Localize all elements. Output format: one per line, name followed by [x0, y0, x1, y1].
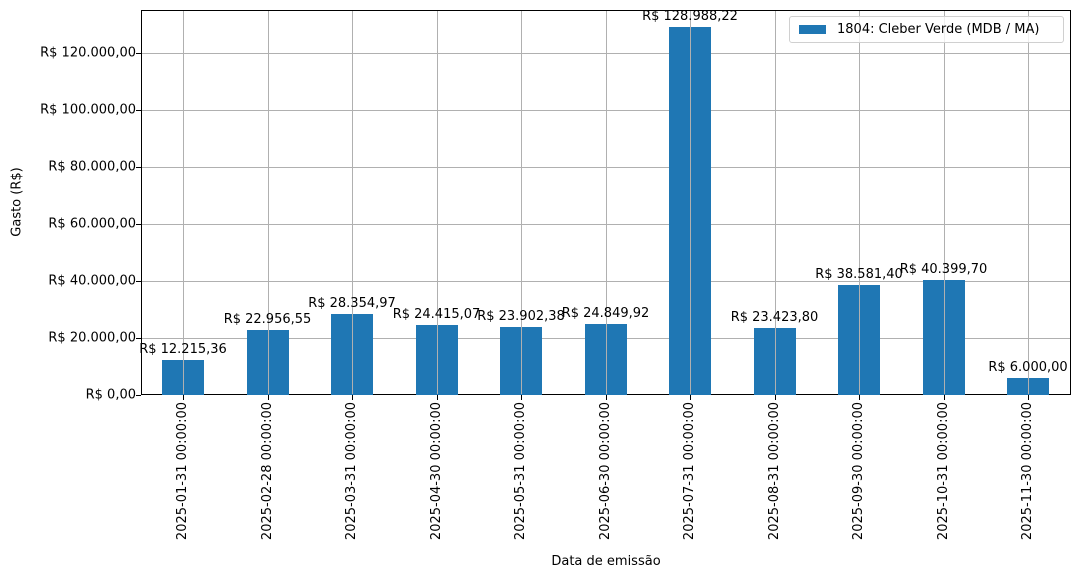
y-tick-label: R$ 120.000,00 — [40, 45, 136, 61]
y-tick-label: R$ 100.000,00 — [40, 102, 136, 118]
legend-label: 1804: Cleber Verde (MDB / MA) — [837, 22, 1040, 37]
bar-value-label: R$ 6.000,00 — [988, 359, 1068, 375]
y-tick-mark — [136, 224, 141, 225]
gridline-vertical — [267, 11, 269, 394]
x-tick-mark — [859, 395, 860, 400]
x-tick-label: 2025-08-31 00:00:00 — [766, 402, 782, 541]
y-tick-mark — [136, 167, 141, 168]
bar-value-label: R$ 28.354,97 — [308, 296, 396, 312]
x-tick-label: 2025-03-31 00:00:00 — [344, 402, 359, 541]
y-tick-label: R$ 80.000,00 — [48, 159, 136, 175]
bar-value-label: R$ 24.415,07 — [392, 307, 481, 323]
y-tick-label: R$ 20.000,00 — [48, 330, 136, 346]
gridline-vertical — [605, 11, 607, 394]
x-tick-label: 2025-11-30 00:00:00 — [1020, 402, 1035, 541]
x-tick-mark — [1028, 395, 1029, 400]
bar-value-label: R$ 40.399,70 — [899, 261, 988, 277]
x-tick-mark — [436, 395, 438, 400]
bar-value-label: R$ 23.423,80 — [730, 310, 819, 326]
gridline-vertical — [774, 11, 776, 394]
legend: 1804: Cleber Verde (MDB / MA) — [789, 16, 1064, 43]
x-tick-mark — [690, 395, 691, 400]
x-axis-label: Data de emissão — [551, 554, 661, 569]
bar-value-label: R$ 128.988,22 — [642, 9, 738, 25]
bar-value-label: R$ 12.215,36 — [139, 342, 227, 358]
bar-value-label: R$ 22.956,55 — [223, 311, 312, 327]
gridline-vertical — [352, 11, 353, 394]
x-tick-label: 2025-02-28 00:00:00 — [259, 402, 275, 541]
gridline-vertical — [183, 11, 184, 394]
x-tick-mark — [774, 395, 776, 400]
gridline-vertical — [436, 11, 438, 394]
gridline-vertical — [943, 11, 945, 394]
x-tick-mark — [267, 395, 269, 400]
gridline-vertical — [521, 11, 522, 394]
x-tick-label: 2025-06-30 00:00:00 — [597, 402, 613, 541]
x-tick-mark — [521, 395, 522, 400]
gridline-vertical — [859, 11, 860, 394]
x-tick-label: 2025-05-31 00:00:00 — [513, 402, 528, 541]
x-tick-label: 2025-07-31 00:00:00 — [682, 402, 697, 541]
bar-value-label: R$ 23.902,38 — [477, 308, 565, 324]
plot-area — [141, 10, 1071, 395]
x-tick-label: 2025-04-30 00:00:00 — [428, 402, 444, 541]
y-tick-label: R$ 0,00 — [85, 387, 136, 403]
y-tick-mark — [136, 110, 141, 111]
x-tick-mark — [605, 395, 607, 400]
y-tick-mark — [136, 53, 141, 54]
y-tick-mark — [136, 395, 141, 396]
y-tick-mark — [136, 281, 141, 282]
y-axis-label: Gasto (R$) — [9, 167, 25, 237]
x-tick-mark — [943, 395, 945, 400]
gridline-vertical — [1028, 11, 1029, 394]
y-tick-mark — [136, 338, 141, 339]
legend-swatch — [799, 25, 826, 34]
x-tick-label: 2025-01-31 00:00:00 — [175, 402, 190, 541]
y-tick-label: R$ 40.000,00 — [48, 273, 136, 289]
x-tick-label: 2025-10-31 00:00:00 — [935, 402, 951, 541]
x-tick-mark — [183, 395, 184, 400]
gridline-vertical — [690, 11, 691, 394]
bar-value-label: R$ 24.849,92 — [561, 306, 650, 322]
x-tick-mark — [352, 395, 353, 400]
x-tick-label: 2025-09-30 00:00:00 — [851, 402, 866, 541]
bar-value-label: R$ 38.581,40 — [815, 267, 903, 283]
y-tick-label: R$ 60.000,00 — [48, 216, 136, 232]
